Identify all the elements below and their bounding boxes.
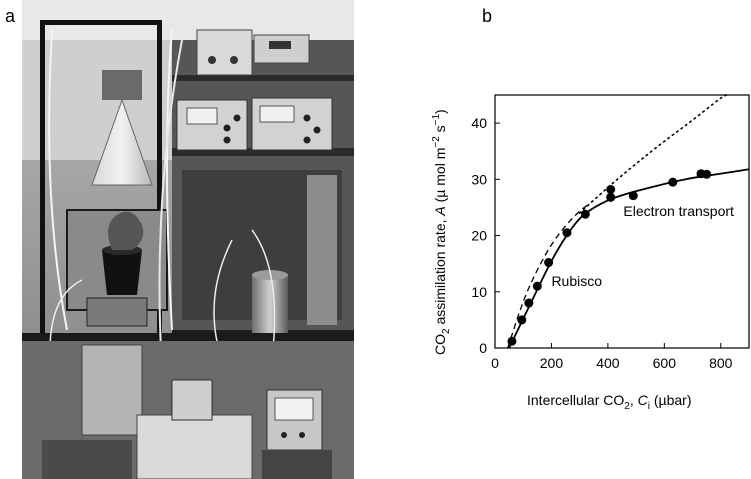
- curve-dotted: [578, 94, 728, 214]
- x-tick-label: 800: [709, 355, 733, 371]
- panel-label-a: a: [5, 6, 16, 26]
- tick-layer: 0 200 400 600 800 0 10 20 30 40: [471, 115, 732, 371]
- data-point: [628, 191, 638, 201]
- data-point: [580, 209, 590, 219]
- panel-label-b: b: [482, 6, 493, 26]
- y-tick-label: 20: [471, 228, 487, 244]
- x-axis-label: Intercellular CO2, Ci (µbar): [527, 392, 691, 412]
- y-tick-label: 10: [471, 284, 487, 300]
- annotation-electron-transport: Electron transport: [623, 203, 734, 219]
- y-axis-label: CO2 assimilation rate, A (µ mol m−2 s−1): [431, 109, 452, 355]
- curve-dashed: [507, 204, 589, 349]
- point-layer: [507, 169, 712, 346]
- x-tick-label: 200: [540, 355, 564, 371]
- data-point: [606, 192, 616, 202]
- co2-response-chart: 0 200 400 600 800 0 10 20 30 40 Electron transpor…: [431, 94, 750, 412]
- data-point: [524, 298, 534, 308]
- data-point: [517, 315, 527, 325]
- data-point: [702, 169, 712, 179]
- data-point: [668, 177, 678, 187]
- y-tick-label: 0: [479, 340, 487, 356]
- plot-border: [494, 94, 750, 349]
- x-tick-label: 600: [653, 355, 677, 371]
- plot-frame: [494, 94, 750, 349]
- curve-layer: [507, 94, 750, 349]
- data-point: [562, 228, 572, 238]
- x-tick-label: 0: [491, 355, 499, 371]
- data-point: [507, 336, 517, 346]
- data-point: [532, 281, 542, 291]
- y-tick-label: 40: [471, 115, 487, 131]
- data-point: [544, 258, 554, 268]
- y-tick-label: 30: [471, 171, 487, 187]
- annotation-rubisco: Rubisco: [551, 273, 602, 289]
- apparatus-photo: [22, 0, 354, 479]
- x-tick-label: 400: [596, 355, 620, 371]
- data-point: [606, 184, 616, 194]
